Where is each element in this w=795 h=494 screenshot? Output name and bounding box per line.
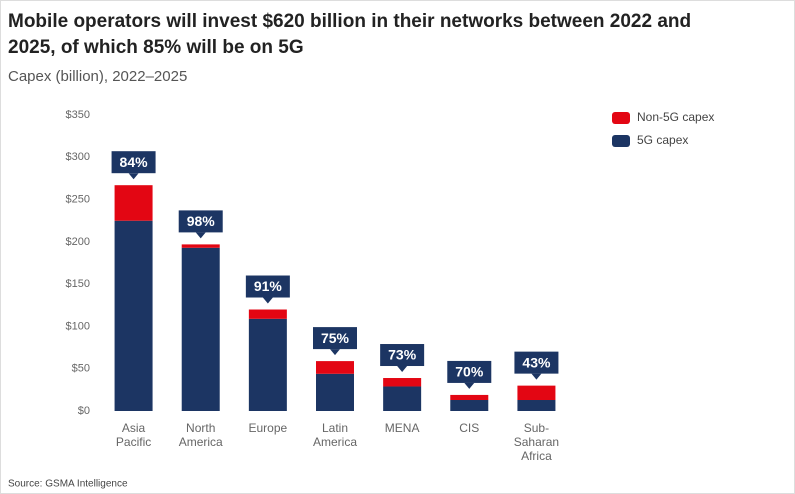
bar-segment [383,378,422,387]
bar-segment [181,244,220,248]
annotation: 91% [254,278,283,294]
annotation-box [178,210,223,233]
y-tick-label: $250 [66,193,90,205]
annotation-pointer [330,349,340,356]
annotation-box [111,151,156,174]
x-tick-label: Europe [249,421,288,435]
bar-segment [450,400,489,411]
x-tick-label: North America [179,421,223,449]
annotation: 73% [388,347,417,363]
y-tick-label: $100 [66,320,90,332]
bar-segment [517,400,556,411]
bar-segment [316,373,354,411]
bar-segment [383,386,422,411]
annotation: 70% [455,364,484,380]
source: Source: GSMA Intelligence [8,479,128,490]
x-tick-label: Latin America [313,421,357,449]
bar-segment [248,318,287,411]
y-tick-label: $0 [78,405,90,417]
bar-segment [181,247,220,411]
annotation: 98% [187,213,216,229]
annotation: 84% [120,154,149,170]
annotation: 75% [321,330,350,346]
annotation-box [313,327,357,350]
y-tick-label: $150 [66,278,90,290]
annotation: 43% [522,354,551,370]
x-tick-label: Asia Pacific [116,421,151,449]
y-tick-label: $50 [72,363,90,375]
subtitle: Capex (billion), 2022–2025 [8,68,187,85]
x-tick-label: Sub-Saharan Africa [514,421,559,463]
legend-swatch [612,135,630,147]
annotation-pointer [262,297,273,304]
x-tick-label: MENA [385,421,420,435]
legend-label: Non-5G capex [637,110,714,124]
annotation-box [380,344,425,367]
bar-segment [450,394,489,401]
bar-segment [114,220,153,411]
y-tick-label: $300 [66,151,90,163]
annotation-pointer [464,382,475,389]
annotation-box [514,351,559,374]
x-tick-label: CIS [459,421,479,435]
chart-title: Mobile operators will invest $620 billio… [8,11,691,58]
annotation-pointer [128,173,139,180]
annotation-pointer [397,366,408,373]
legend-swatch [612,112,630,124]
bar-segment [517,385,556,401]
bar-segment [248,309,287,319]
annotation-pointer [195,232,206,239]
annotation-pointer [531,373,542,380]
legend-label: 5G capex [637,133,688,147]
y-tick-label: $350 [66,109,90,121]
y-tick-label: $200 [66,236,90,248]
bar-segment [114,185,153,221]
annotation-box [245,275,290,298]
bar-segment [316,361,354,374]
annotation-box [447,360,492,383]
